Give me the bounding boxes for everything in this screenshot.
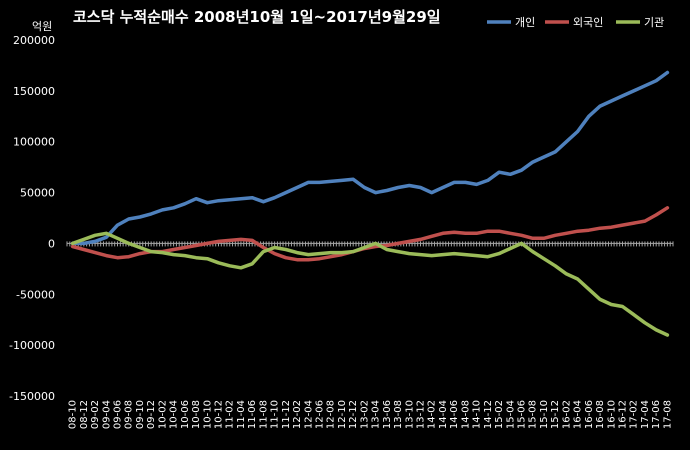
x-tick-label: 10-08 [191,400,202,429]
x-tick-label: 14-08 [460,400,471,429]
x-axis-ticks: 08-10 08-12 09-02 09-04 09-06 09-08 09-10 09-12… [68,400,674,429]
x-tick-label: 13-12 [416,400,427,429]
x-tick-label: 11-06 [247,400,258,429]
x-tick-label: 12-04 [303,400,314,429]
y-tick-label: 50000 [20,187,55,200]
y-axis-ticks: 200000 150000 100000 50000 0 -50000 -100000 -15… [9,34,55,403]
y-tick-label: -50000 [16,288,55,301]
x-tick-label: 10-06 [180,400,191,429]
x-tick-label: 15-10 [539,400,550,429]
x-tick-label: 16-06 [584,400,595,429]
x-tick-label: 12-10 [337,400,348,429]
x-tick-label: 17-08 [662,400,673,429]
x-tick-label: 17-06 [651,400,662,429]
x-tick-label: 15-12 [550,400,561,429]
legend-label: 기관 [644,16,664,29]
x-tick-label: 10-10 [202,400,213,429]
x-tick-label: 15-02 [494,400,505,429]
x-tick-label: 14-06 [449,400,460,429]
x-tick-label: 11-04 [236,400,247,429]
legend-label: 개인 [515,16,535,29]
x-tick-label: 09-10 [135,400,146,429]
y-axis-unit-label: 억원 [32,20,52,33]
series-lines [70,70,670,337]
x-tick-label: 15-06 [517,400,528,429]
y-tick-label: 200000 [13,34,55,47]
x-tick-label: 16-02 [561,400,572,429]
series-line [70,231,670,337]
legend: 개인 외국인 기관 [487,16,664,29]
x-tick-label: 16-12 [618,400,629,429]
x-tick-label: 14-10 [472,400,483,429]
x-tick-label: 13-06 [382,400,393,429]
y-tick-label: 0 [48,237,55,250]
x-tick-label: 15-04 [505,400,516,429]
x-tick-label: 08-12 [79,400,90,429]
x-tick-label: 10-04 [169,400,180,429]
y-tick-label: 150000 [13,85,55,98]
x-tick-label: 16-04 [573,400,584,429]
x-tick-label: 17-04 [640,400,651,429]
x-tick-label: 13-04 [371,400,382,429]
x-tick-label: 17-02 [629,400,640,429]
x-tick-label: 08-10 [68,400,79,429]
x-tick-label: 12-12 [348,400,359,429]
x-tick-label: 13-08 [393,400,404,429]
chart-title: 코스닥 누적순매수 2008년10월 1일~2017년9월29일 [73,8,441,26]
x-tick-label: 14-12 [483,400,494,429]
x-tick-label: 14-02 [427,400,438,429]
x-tick-label: 09-12 [146,400,157,429]
series-line [70,70,670,246]
x-tick-label: 09-06 [113,400,124,429]
x-tick-label: 16-08 [595,400,606,429]
y-tick-label: -100000 [9,339,55,352]
x-tick-label: 11-02 [225,400,236,429]
x-tick-label: 16-10 [606,400,617,429]
x-tick-label: 10-12 [214,400,225,429]
x-tick-label: 11-08 [258,400,269,429]
x-tick-label: 14-04 [438,400,449,429]
x-tick-label: 09-02 [90,400,101,429]
x-tick-label: 09-08 [124,400,135,429]
x-tick-label: 11-12 [281,400,292,429]
y-tick-label: -150000 [9,390,55,403]
x-tick-label: 10-02 [157,400,168,429]
x-tick-label: 13-10 [404,400,415,429]
x-tick-label: 12-08 [326,400,337,429]
x-tick-label: 11-10 [270,400,281,429]
x-tick-label: 12-06 [315,400,326,429]
legend-label: 외국인 [573,16,603,29]
x-tick-label: 15-08 [528,400,539,429]
series-line [70,206,670,262]
y-tick-label: 100000 [13,136,55,149]
x-tick-label: 13-02 [359,400,370,429]
x-tick-label: 09-04 [101,400,112,429]
x-tick-label: 12-02 [292,400,303,429]
